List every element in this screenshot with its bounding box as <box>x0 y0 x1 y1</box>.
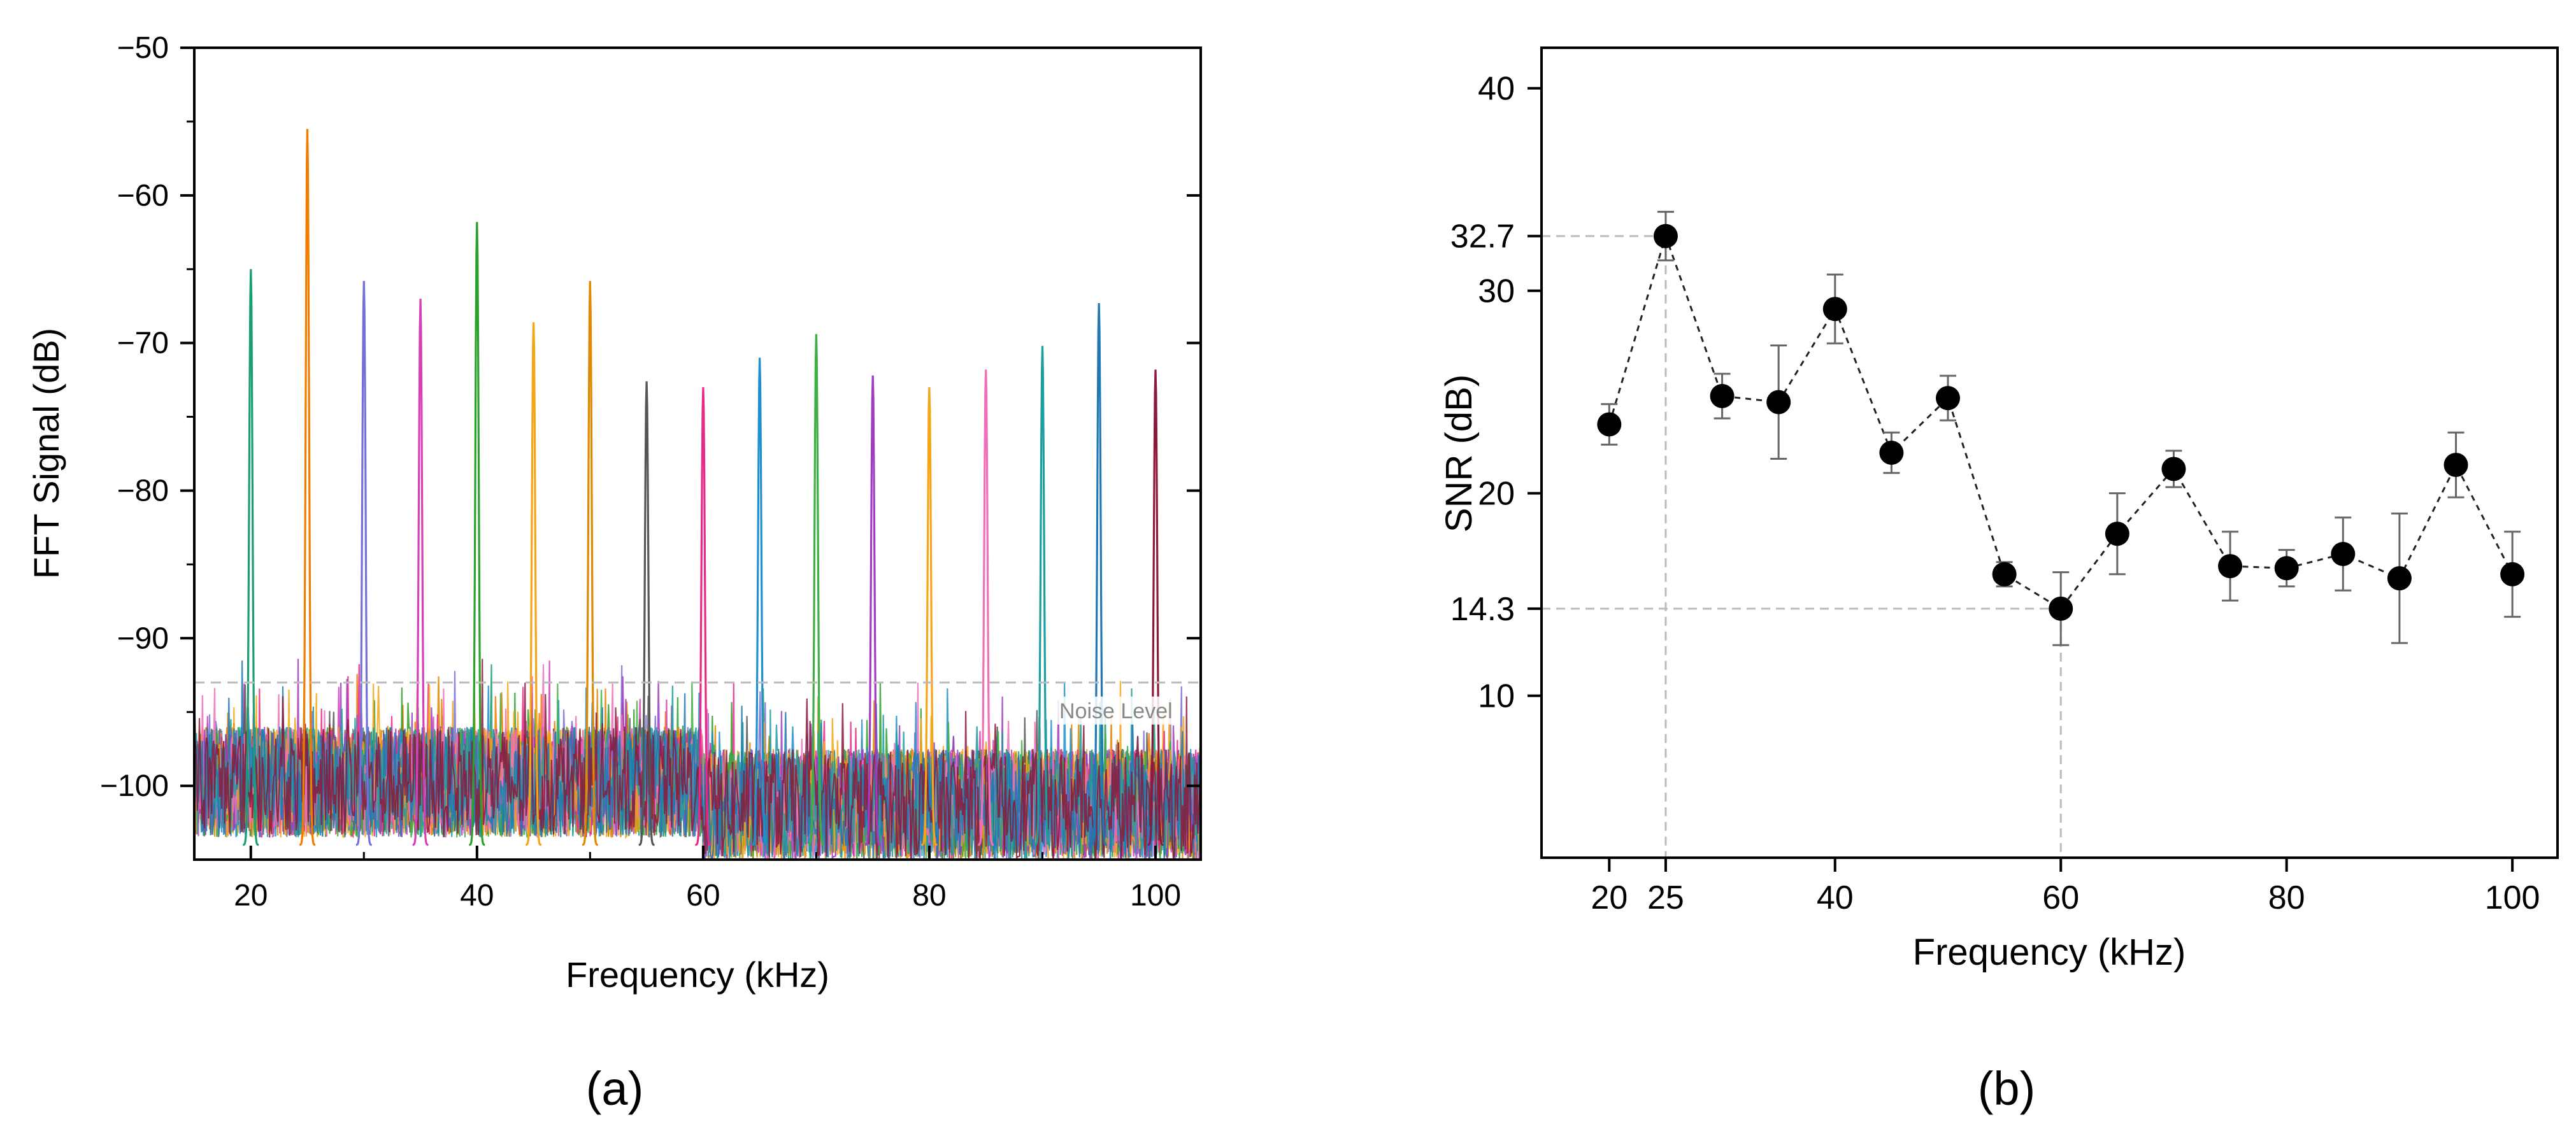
fft-peak-55khz <box>638 381 655 846</box>
y-tick-label-b: 32.7 <box>1450 218 1515 255</box>
fft-peak-95khz <box>1091 302 1107 846</box>
fft-peak-35khz <box>412 299 429 846</box>
x-axis-ticks-b: 20 25 40 60 80 100 <box>1591 858 2540 916</box>
x-tick-label-b-100: 100 <box>2485 879 2540 916</box>
fft-peak-50khz <box>582 281 598 846</box>
snr-point-20 <box>1597 412 1622 437</box>
y-tick-label-b: 20 <box>1478 476 1515 513</box>
snr-data-points <box>1597 224 2525 621</box>
x-tick-label-b-40: 40 <box>1817 879 1854 916</box>
y-tick-label-a: −50 <box>117 31 169 65</box>
x-axis-label-a: Frequency (kHz) <box>566 955 829 995</box>
x-tick-label-a-60: 60 <box>686 879 720 912</box>
fft-peak-series <box>243 129 1164 846</box>
x-axis-label-b: Frequency (kHz) <box>1913 932 2186 973</box>
snr-point-90 <box>2387 566 2412 591</box>
snr-point-35 <box>1766 390 1791 415</box>
y-tick-label-b: 14.3 <box>1450 591 1515 628</box>
noise-floor-traces <box>194 658 1201 860</box>
fft-peak-70khz <box>808 334 824 846</box>
snr-point-55 <box>1992 562 2017 586</box>
y-tick-label-a: −60 <box>117 179 169 213</box>
fft-peak-75khz <box>864 375 881 846</box>
panel-label-b: (b) <box>1978 1062 2035 1115</box>
fft-peak-60khz <box>695 387 712 846</box>
x-tick-label-b-25: 25 <box>1647 879 1684 916</box>
highlight-guide-lines <box>1542 235 2062 858</box>
y-axis-label-b: SNR (dB) <box>1438 374 1480 532</box>
y-tick-label-b: 40 <box>1478 71 1515 108</box>
snr-point-45 <box>1879 441 1904 465</box>
x-tick-label-a-100: 100 <box>1130 879 1181 912</box>
x-tick-label-a-80: 80 <box>912 879 946 912</box>
fft-peak-20khz <box>243 269 259 846</box>
plot-frame-a <box>193 46 1202 861</box>
snr-point-30 <box>1710 383 1735 408</box>
x-axis-ticks-a: 20 40 60 80 100 <box>234 846 1181 912</box>
y-axis-ticks-b: 10 14.3 20 30 32.7 40 <box>1450 71 1542 715</box>
snr-point-65 <box>2105 522 2129 546</box>
snr-point-100 <box>2500 562 2525 586</box>
snr-point-80 <box>2274 556 2299 581</box>
snr-point-25 <box>1653 224 1678 248</box>
snr-point-50 <box>1936 386 1960 411</box>
y-axis-label-a: FFT Signal (dB) <box>26 328 66 579</box>
snr-connecting-line <box>1608 232 2514 610</box>
x-tick-label-a-20: 20 <box>234 879 268 912</box>
fft-peak-90khz <box>1034 346 1051 846</box>
fft-peak-100khz <box>1147 369 1164 846</box>
noise-trace-100khz <box>194 658 1201 860</box>
plot-frame-b <box>1540 46 2559 859</box>
snr-point-60 <box>2049 596 2073 621</box>
y-tick-label-a: −70 <box>117 327 169 360</box>
fft-peak-25khz <box>299 129 316 846</box>
x-tick-label-a-40: 40 <box>460 879 494 912</box>
panel-label-a: (a) <box>586 1062 643 1115</box>
snr-point-85 <box>2331 542 2356 566</box>
y-tick-label-a: −100 <box>100 769 169 803</box>
fft-peak-30khz <box>355 281 372 846</box>
y-tick-label-b: 10 <box>1478 678 1515 715</box>
snr-point-75 <box>2218 554 2243 579</box>
fft-peak-45khz <box>526 322 542 846</box>
y-tick-label-b: 30 <box>1478 273 1515 310</box>
panel-a-fft-chart: Noise Level 20 40 60 80 100 −50−60−70−80−90−… <box>26 31 1202 1115</box>
panel-b-snr-chart: 20 25 40 60 80 100 10 14.3 20 30 32.7 40 Frequency… <box>1438 46 2559 1115</box>
noise-level-label-box <box>1052 696 1180 725</box>
fft-peak-80khz <box>921 387 938 846</box>
fft-peak-85khz <box>978 369 994 846</box>
fft-peak-65khz <box>752 357 768 846</box>
snr-point-70 <box>2161 457 2186 481</box>
x-tick-label-b-80: 80 <box>2268 879 2305 916</box>
snr-point-40 <box>1822 297 1847 322</box>
noise-level-label: Noise Level <box>1059 699 1173 723</box>
snr-error-bars <box>1601 211 2521 646</box>
y-axis-ticks-a: −50 −60 −70 −80 −90 −100 <box>100 31 1201 803</box>
snr-point-95 <box>2444 453 2468 478</box>
y-tick-label-a: −80 <box>117 474 169 508</box>
y-tick-label-a: −90 <box>117 621 169 655</box>
fft-peak-40khz <box>469 222 485 846</box>
x-tick-label-b-60: 60 <box>2042 879 2079 916</box>
x-tick-label-b-20: 20 <box>1591 879 1628 916</box>
